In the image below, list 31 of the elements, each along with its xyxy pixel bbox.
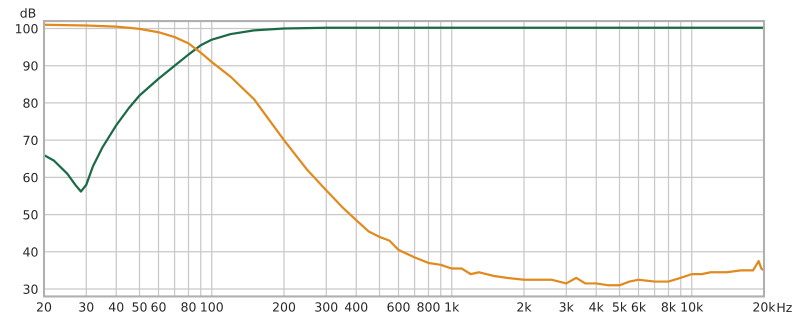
x-tick-label: 800: [417, 302, 440, 312]
y-tick-label: 80: [23, 98, 38, 108]
x-tick-label: 300: [315, 302, 338, 312]
y-tick-label: 70: [24, 136, 38, 146]
x-tick-label: 6k: [632, 302, 646, 312]
x-tick-label: 600: [387, 302, 410, 312]
x-tick-label: 8k: [662, 302, 676, 312]
x-tick-label: 2k: [517, 302, 532, 312]
x-tick-label: 20: [36, 302, 52, 312]
y-tick-label: 100: [16, 24, 38, 34]
x-tick-label: 80: [181, 302, 196, 312]
x-tick-label: 40: [108, 302, 124, 312]
y-tick-label: 90: [23, 61, 38, 71]
x-tick-label: 100: [201, 302, 223, 312]
x-tick-label: 5k: [612, 302, 628, 312]
y-tick-label: 60: [23, 172, 38, 182]
x-tick-label: 4k: [589, 302, 604, 312]
y-tick-label: 40: [23, 247, 38, 257]
x-tick-label: 50: [132, 302, 147, 312]
y-axis-title: dB: [20, 8, 36, 18]
x-tick-label: 400: [344, 302, 368, 312]
x-axis-title: Hz: [778, 302, 792, 312]
x-tick-label: 1k: [446, 302, 460, 312]
x-tick-label: 200: [272, 302, 296, 312]
x-tick-label: 30: [79, 302, 94, 312]
x-tick-label: 3k: [560, 302, 574, 312]
y-tick-label: 30: [23, 284, 38, 294]
y-tick-label: 50: [24, 210, 38, 220]
x-tick-label: 60: [151, 302, 166, 312]
x-tick-label: 10k: [682, 302, 704, 312]
x-tick-label: 20k: [753, 302, 776, 312]
